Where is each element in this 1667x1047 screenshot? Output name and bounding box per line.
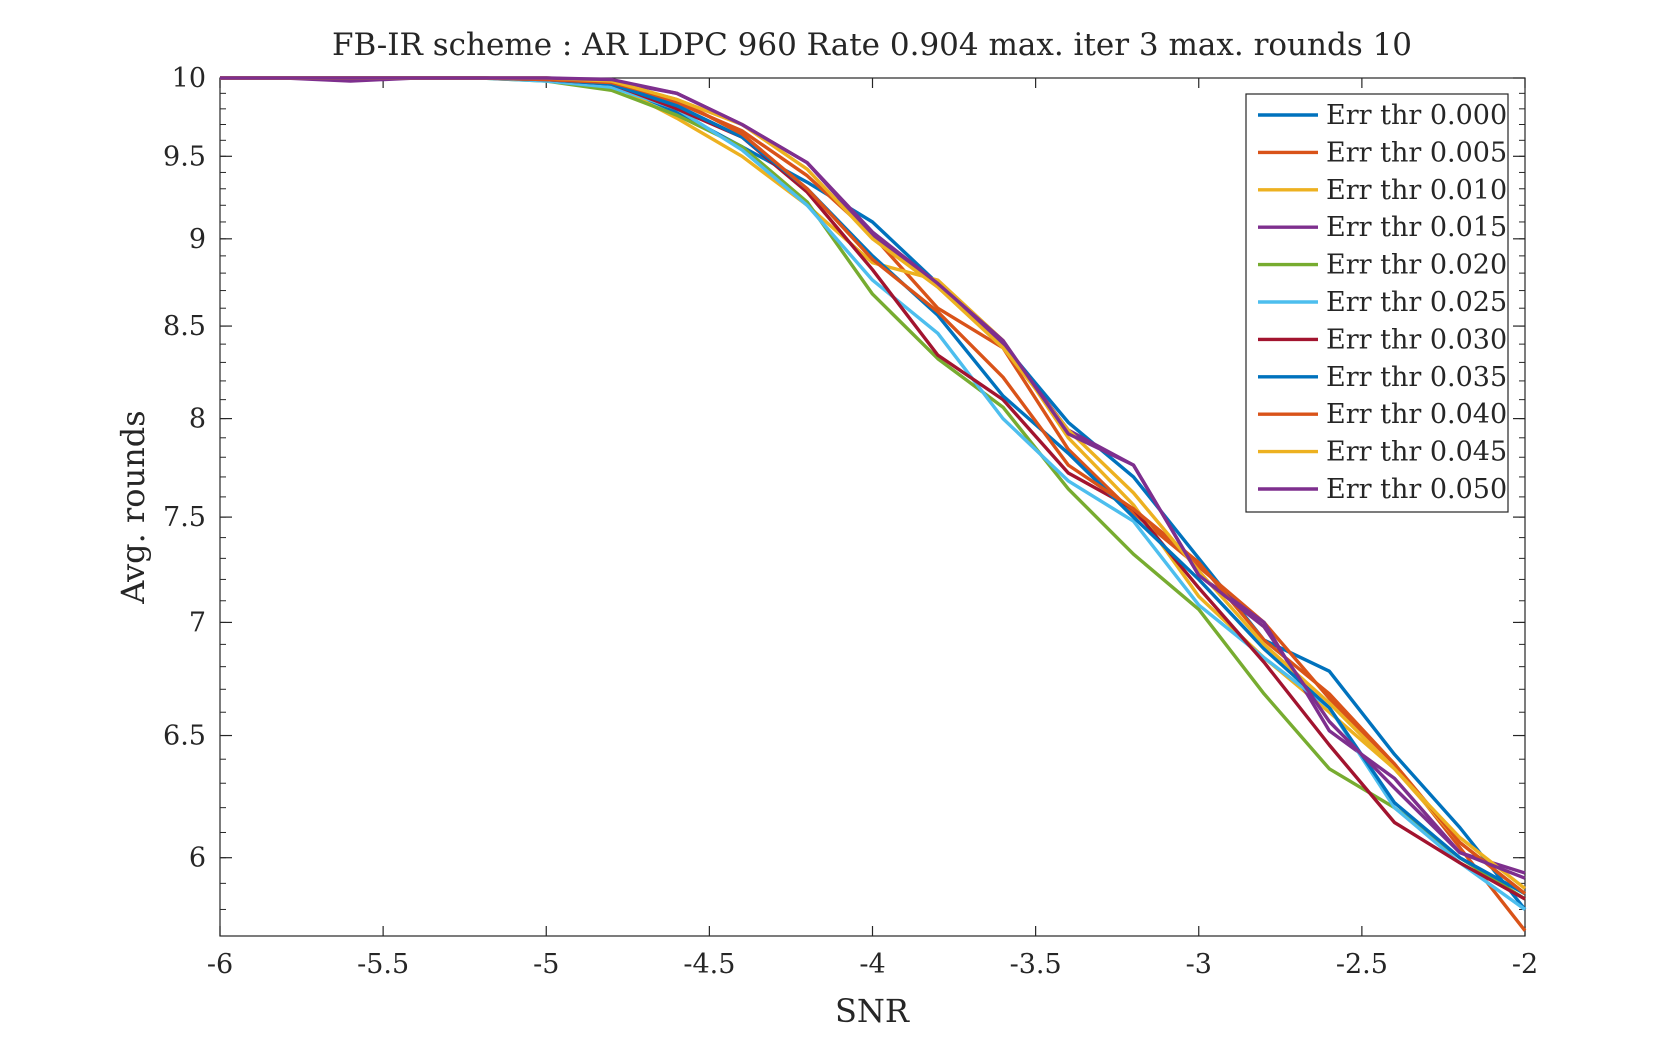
y-tick-label: 9 <box>189 224 206 255</box>
x-tick-label: -4 <box>859 949 885 980</box>
legend-label: Err thr 0.025 <box>1326 287 1507 318</box>
legend-label: Err thr 0.035 <box>1326 362 1507 393</box>
y-tick-label: 8 <box>189 404 206 435</box>
legend-label: Err thr 0.000 <box>1326 100 1507 131</box>
x-tick-label: -5 <box>533 949 559 980</box>
y-axis-label: Avg. rounds <box>114 410 152 604</box>
x-tick-label: -3.5 <box>1010 949 1062 980</box>
y-tick-label: 7 <box>189 607 206 638</box>
legend-label: Err thr 0.015 <box>1326 212 1507 243</box>
y-tick-label: 6 <box>189 843 206 874</box>
x-tick-label: -2 <box>1512 949 1538 980</box>
y-tick-label: 7.5 <box>163 502 206 533</box>
x-axis: -6 -5.5 -5 -4.5 -4 -3.5 -3 -2.5 -2 <box>207 78 1538 980</box>
chart-title: FB-IR scheme : AR LDPC 960 Rate 0.904 ma… <box>332 27 1412 63</box>
x-tick-label: -6 <box>207 949 233 980</box>
x-axis-label: SNR <box>835 992 910 1030</box>
legend-label: Err thr 0.005 <box>1326 137 1507 168</box>
x-tick-label: -4.5 <box>683 949 735 980</box>
legend-label: Err thr 0.010 <box>1326 175 1507 206</box>
x-tick-label: -2.5 <box>1336 949 1388 980</box>
legend-label: Err thr 0.020 <box>1326 250 1507 281</box>
y-axis: 6 6.5 7 7.5 8 8.5 9 9.5 10 <box>163 63 1525 910</box>
series-layer <box>220 76 1527 932</box>
y-tick-label: 10 <box>172 63 206 94</box>
legend-label: Err thr 0.045 <box>1326 437 1507 468</box>
y-tick-label: 9.5 <box>163 141 206 172</box>
legend: Err thr 0.000 Err thr 0.005 Err thr 0.010 E… <box>1245 93 1509 513</box>
legend-label: Err thr 0.030 <box>1326 324 1507 355</box>
legend-label: Err thr 0.050 <box>1326 474 1507 505</box>
series-line-11 <box>220 76 1526 880</box>
y-tick-label: 8.5 <box>163 311 206 342</box>
legend-label: Err thr 0.040 <box>1326 399 1507 430</box>
y-tick-label: 6.5 <box>163 721 206 752</box>
x-tick-label: -5.5 <box>357 949 409 980</box>
x-tick-label: -3 <box>1186 949 1212 980</box>
